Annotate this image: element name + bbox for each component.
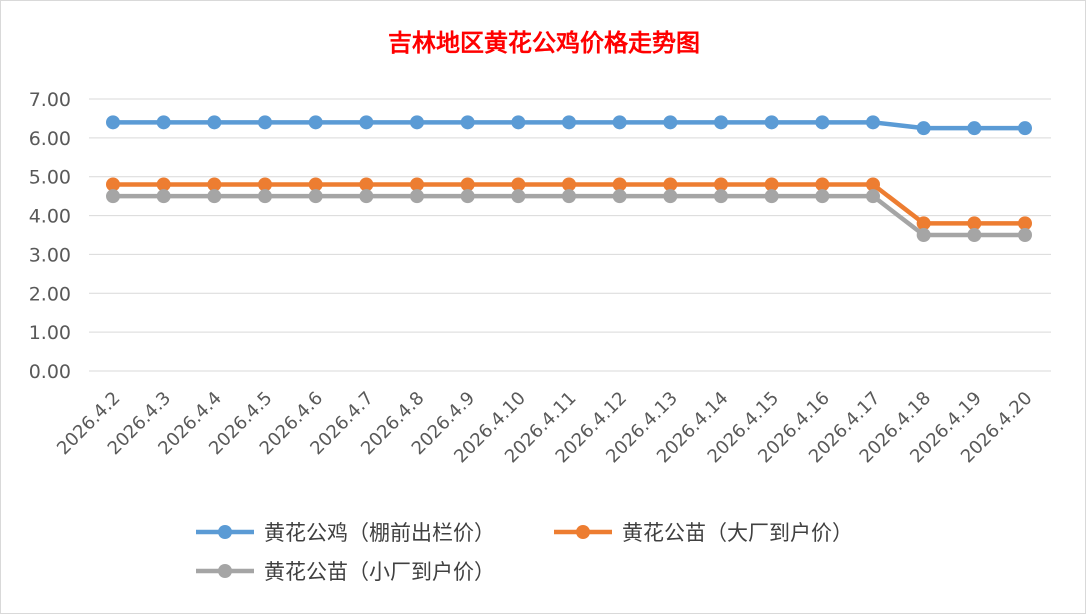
data-point — [1018, 228, 1032, 242]
legend-label: 黄花公苗（小厂到户价） — [264, 560, 495, 584]
chart-title: 吉林地区黄花公鸡价格走势图 — [388, 28, 700, 57]
data-point — [764, 189, 779, 204]
y-tick-label: 1.00 — [29, 322, 71, 344]
data-point — [612, 115, 627, 130]
data-point — [308, 115, 323, 130]
data-point — [359, 115, 374, 130]
data-point — [714, 189, 728, 204]
data-point — [1018, 121, 1032, 136]
legend-marker — [576, 525, 590, 539]
data-point — [916, 121, 931, 136]
data-point — [359, 177, 374, 192]
data-point — [815, 177, 830, 192]
data-point — [207, 189, 222, 204]
data-point — [866, 115, 880, 130]
series-2 — [106, 177, 1032, 231]
data-point — [156, 177, 171, 192]
data-point — [866, 189, 880, 204]
data-point — [663, 177, 678, 192]
data-point — [562, 189, 576, 204]
series-1 — [106, 115, 1032, 136]
data-point — [207, 177, 222, 192]
legend-marker — [218, 564, 232, 578]
legend-label: 黄花公苗（大厂到户价） — [622, 521, 853, 545]
data-point — [106, 177, 120, 192]
data-point — [916, 216, 931, 231]
data-point — [410, 115, 424, 130]
data-point — [967, 216, 982, 231]
data-point — [562, 177, 576, 192]
data-point — [258, 177, 272, 192]
y-tick-label: 6.00 — [29, 128, 71, 150]
data-point — [714, 115, 728, 130]
data-point — [815, 115, 830, 130]
legend-label: 黄花公鸡（棚前出栏价） — [264, 521, 495, 545]
legend: 黄花公鸡（棚前出栏价） 黄花公苗（大厂到户价） 黄花公苗（小厂到户价） — [196, 521, 853, 584]
legend-item: 黄花公苗（大厂到户价） — [554, 521, 853, 545]
legend-item: 黄花公苗（小厂到户价） — [196, 560, 495, 584]
data-point — [967, 228, 982, 242]
data-point — [815, 189, 830, 204]
data-point — [460, 177, 475, 192]
x-axis: 2026.4.22026.4.32026.4.42026.4.52026.4.6… — [53, 388, 1037, 468]
data-point — [106, 189, 120, 204]
data-point — [866, 177, 880, 192]
data-point — [460, 189, 475, 204]
series-3 — [106, 189, 1032, 242]
y-tick-label: 7.00 — [29, 89, 71, 111]
data-point — [714, 177, 728, 192]
data-point — [106, 115, 120, 130]
data-point — [916, 228, 931, 242]
data-point — [511, 115, 526, 130]
data-point — [258, 189, 272, 204]
data-point — [410, 189, 424, 204]
data-point — [258, 115, 272, 130]
data-point — [663, 115, 678, 130]
data-point — [663, 189, 678, 204]
data-point — [764, 177, 779, 192]
data-point — [207, 115, 222, 130]
data-point — [308, 177, 323, 192]
data-point — [612, 177, 627, 192]
legend-item: 黄花公鸡（棚前出栏价） — [196, 521, 495, 545]
y-tick-label: 3.00 — [29, 244, 71, 266]
y-tick-label: 0.00 — [29, 361, 71, 383]
data-point — [612, 189, 627, 204]
data-point — [460, 115, 475, 130]
data-point — [156, 115, 171, 130]
data-point — [1018, 216, 1032, 231]
data-point — [511, 177, 526, 192]
y-tick-label: 5.00 — [29, 167, 71, 189]
data-point — [562, 115, 576, 130]
data-point — [511, 189, 526, 204]
data-point — [967, 121, 982, 136]
data-point — [308, 189, 323, 204]
data-point — [156, 189, 171, 204]
y-tick-label: 4.00 — [29, 206, 71, 228]
gridlines: 0.00 1.00 2.00 3.00 4.00 5.00 6.00 7.00 — [29, 89, 1051, 383]
data-point — [359, 189, 374, 204]
data-point — [764, 115, 779, 130]
y-tick-label: 2.00 — [29, 283, 71, 305]
legend-marker — [218, 525, 232, 539]
data-point — [410, 177, 424, 192]
